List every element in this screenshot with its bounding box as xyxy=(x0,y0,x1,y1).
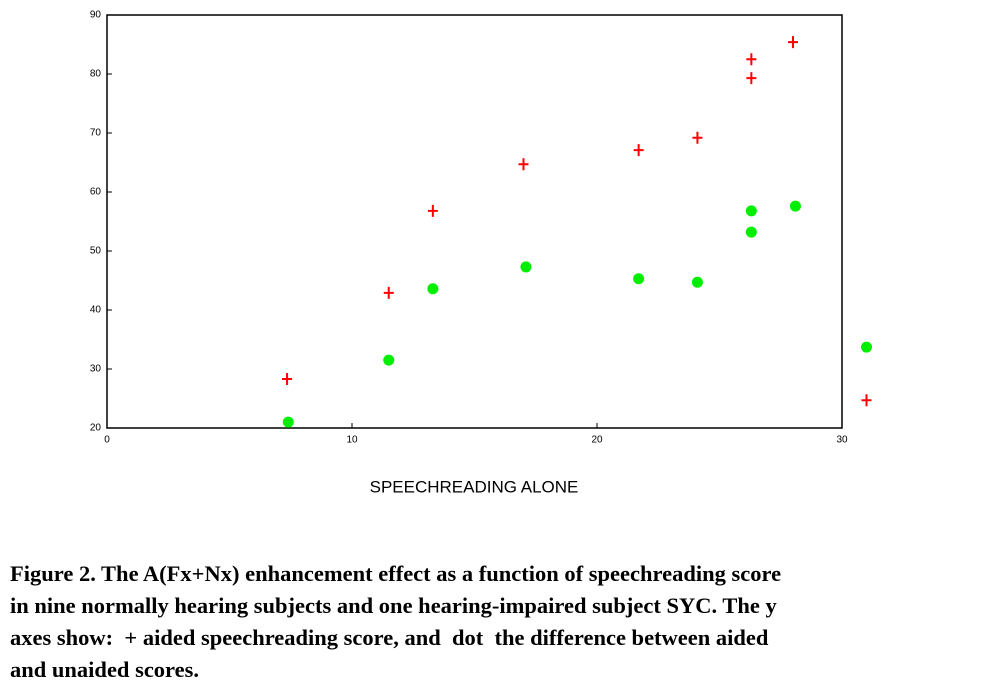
caption: Figure 2. The A(Fx+Nx) enhancement effec… xyxy=(10,558,974,686)
plus-point xyxy=(861,394,872,407)
plus-point xyxy=(633,144,644,157)
y-tick-label: 20 xyxy=(90,423,102,434)
plus-point xyxy=(518,158,529,171)
x-tick-label: 0 xyxy=(104,435,110,446)
plus-point xyxy=(788,36,798,49)
plus-point xyxy=(692,131,703,144)
dot-point xyxy=(745,226,757,238)
dot-point xyxy=(427,283,439,295)
x-tick-label: 20 xyxy=(591,435,603,446)
x-tick-label: 30 xyxy=(836,435,848,446)
chart: SPEECHREADING ALONE 20 30 40 50 60 70 80 90 0 10 2… xyxy=(90,10,872,496)
caption-line: and unaided scores. xyxy=(10,657,200,682)
caption-line: Figure 2. The A(Fx+Nx) enhancement effec… xyxy=(10,561,782,586)
caption-line: in nine normally hearing subjects and on… xyxy=(10,593,777,618)
y-tick-label: 60 xyxy=(90,187,102,198)
y-tick-label: 80 xyxy=(90,69,102,80)
y-tick-label: 30 xyxy=(90,364,102,375)
y-tick-label: 50 xyxy=(90,246,102,257)
dot-point xyxy=(633,273,645,285)
caption-line: axes show: + aided speechreading score, … xyxy=(10,625,769,650)
dot-point xyxy=(520,261,532,273)
plot-frame xyxy=(106,14,843,429)
plus-point xyxy=(746,72,757,85)
y-tick-label: 40 xyxy=(90,305,102,316)
dot-point xyxy=(383,354,395,366)
x-tick-label: 10 xyxy=(346,435,358,446)
y-tick-label: 90 xyxy=(90,10,102,21)
y-tick-label: 70 xyxy=(90,128,102,139)
plus-point xyxy=(383,286,394,299)
plus-point xyxy=(746,53,757,66)
plus-point xyxy=(282,373,293,386)
dot-point xyxy=(745,205,757,217)
dot-point xyxy=(691,276,703,288)
dot-point xyxy=(282,416,294,428)
dot-point xyxy=(789,200,801,212)
x-axis-label: SPEECHREADING ALONE xyxy=(370,477,579,496)
dot-point xyxy=(861,341,872,353)
plus-point xyxy=(427,204,438,217)
